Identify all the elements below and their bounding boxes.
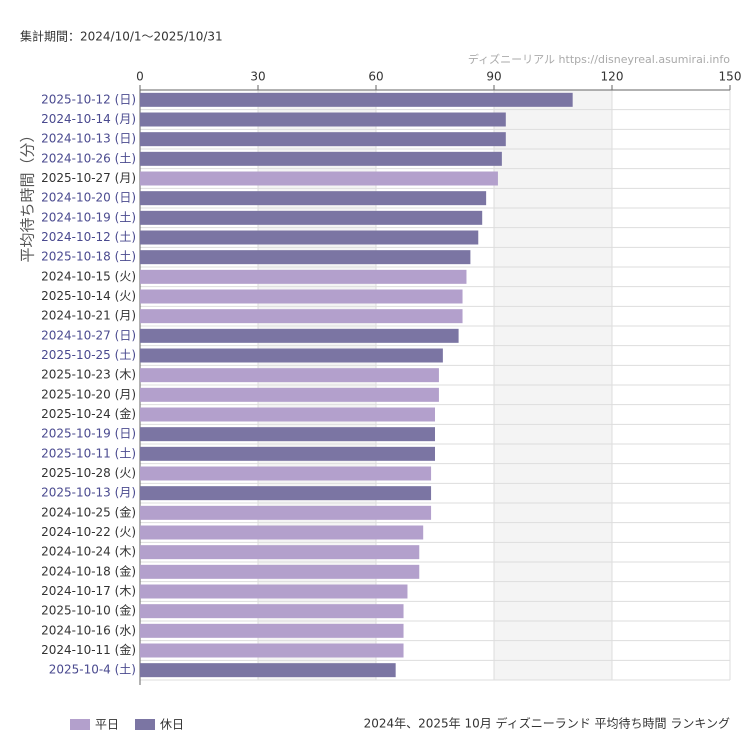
y-tick-label: 2024-10-27 (日)	[41, 328, 136, 342]
bar	[140, 564, 420, 579]
y-tick-label: 2025-10-23 (木)	[41, 368, 136, 382]
y-tick-label: 2024-10-26 (土)	[41, 151, 136, 165]
bar	[140, 289, 463, 304]
bar	[140, 92, 573, 107]
y-tick-label: 2024-10-21 (月)	[41, 309, 136, 323]
y-tick-label: 2024-10-18 (金)	[41, 563, 136, 578]
chart-title: 2024年、2025年 10月 ディズニーランド 平均待ち時間 ランキング	[364, 716, 730, 731]
bar	[140, 387, 439, 402]
y-tick-label: 2025-10-14 (火)	[41, 289, 136, 303]
bar	[140, 663, 396, 678]
x-tick-label: 120	[601, 70, 624, 84]
bar	[140, 191, 487, 206]
y-tick-label: 2024-10-12 (土)	[41, 230, 136, 244]
bar	[140, 171, 498, 186]
bar	[140, 210, 483, 225]
y-tick-label: 2024-10-13 (日)	[41, 132, 136, 146]
bar	[140, 584, 408, 599]
bar	[140, 112, 506, 127]
y-tick-label: 2024-10-11 (金)	[41, 642, 136, 657]
legend-label: 休日	[160, 718, 184, 732]
y-tick-label: 2024-10-19 (土)	[41, 210, 136, 224]
y-tick-label: 2024-10-14 (月)	[41, 112, 136, 126]
bar	[140, 328, 459, 343]
y-tick-label: 2024-10-25 (金)	[41, 504, 136, 519]
y-tick-label: 2025-10-28 (火)	[41, 466, 136, 480]
legend-label: 平日	[95, 718, 119, 732]
y-tick-label: 2025-10-10 (金)	[41, 603, 136, 618]
bar	[140, 427, 435, 442]
y-axis-label: 平均待ち時間（分）	[19, 127, 37, 262]
x-tick-label: 90	[486, 70, 501, 84]
legend-swatch	[135, 719, 155, 730]
x-tick-label: 150	[719, 70, 742, 84]
y-tick-label: 2024-10-17 (木)	[41, 584, 136, 598]
bar	[140, 604, 404, 619]
bar	[140, 348, 443, 363]
x-tick-label: 0	[136, 70, 144, 84]
bar	[140, 230, 479, 245]
y-tick-label: 2024-10-24 (木)	[41, 545, 136, 559]
y-tick-label: 2025-10-18 (土)	[41, 250, 136, 264]
bar	[140, 446, 435, 461]
bar	[140, 132, 506, 147]
y-tick-label: 2025-10-20 (月)	[41, 387, 136, 401]
y-tick-label: 2025-10-4 (土)	[49, 663, 136, 677]
y-tick-label: 2024-10-22 (火)	[41, 525, 136, 539]
y-tick-label: 2024-10-16 (水)	[41, 623, 136, 637]
bar	[140, 368, 439, 383]
y-tick-label: 2025-10-11 (土)	[41, 446, 136, 460]
period: 集計期間：2024/10/1〜2025/10/31	[20, 29, 223, 44]
bar	[140, 545, 420, 560]
bar	[140, 151, 502, 166]
credit: ディズニーリアル https://disneyreal.asumirai.inf…	[468, 52, 730, 66]
bar	[140, 269, 467, 284]
y-tick-label: 2024-10-20 (日)	[41, 191, 136, 205]
y-tick-label: 2025-10-27 (月)	[41, 171, 136, 185]
y-tick-label: 2025-10-25 (土)	[41, 348, 136, 362]
y-tick-label: 2025-10-19 (日)	[41, 427, 136, 441]
y-tick-label: 2025-10-24 (金)	[41, 406, 136, 421]
bar	[140, 309, 463, 324]
bar	[140, 643, 404, 658]
y-tick-label: 2025-10-12 (日)	[41, 92, 136, 106]
y-tick-label: 2024-10-15 (火)	[41, 269, 136, 283]
bar	[140, 623, 404, 638]
x-tick-label: 30	[250, 70, 265, 84]
bar	[140, 250, 471, 265]
bar	[140, 466, 432, 481]
legend-swatch	[70, 719, 90, 730]
y-tick-label: 2025-10-13 (月)	[41, 486, 136, 500]
x-tick-label: 60	[368, 70, 383, 84]
bar	[140, 486, 432, 501]
bar	[140, 525, 424, 540]
bar	[140, 505, 432, 520]
bar	[140, 407, 435, 422]
